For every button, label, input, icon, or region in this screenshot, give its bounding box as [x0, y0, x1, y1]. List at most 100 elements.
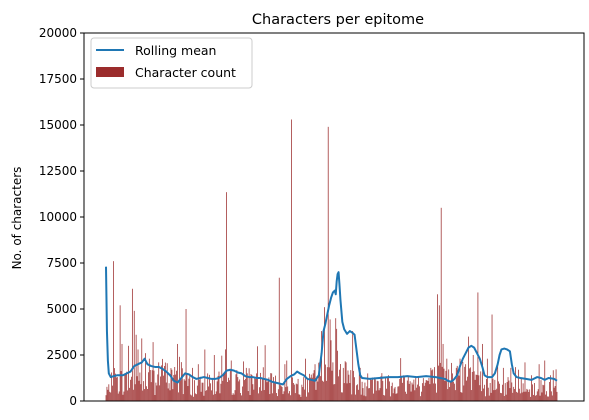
y-tick-label: 0 [69, 394, 77, 408]
bar [140, 384, 142, 401]
bar [393, 388, 395, 401]
bar [144, 389, 145, 401]
y-tick-label: 12500 [39, 164, 77, 178]
bar [453, 381, 454, 401]
y-tick-label: 2500 [46, 348, 77, 362]
bar [127, 390, 129, 401]
bar [474, 379, 476, 401]
bar [255, 378, 257, 401]
bar [488, 395, 490, 401]
y-tick-label: 20000 [39, 26, 77, 40]
bar [209, 374, 210, 401]
bar [332, 362, 334, 401]
bar [261, 378, 263, 401]
bar [368, 388, 370, 401]
bar [422, 378, 424, 401]
bar [335, 318, 337, 401]
bar [334, 384, 336, 401]
bar [222, 380, 224, 401]
bar [201, 382, 203, 401]
bar [462, 361, 464, 401]
bar [436, 392, 437, 401]
bar [478, 375, 480, 401]
bar [398, 386, 400, 401]
bar [429, 384, 431, 401]
bar [382, 380, 384, 401]
bar [555, 369, 557, 401]
bar [469, 368, 470, 401]
bar [369, 388, 371, 401]
bar [130, 379, 131, 401]
bar [134, 384, 136, 401]
bar [384, 395, 386, 401]
bar [336, 328, 338, 401]
bar [445, 370, 447, 401]
bar [267, 380, 269, 401]
bar [396, 393, 398, 401]
bar [246, 373, 248, 401]
bar [207, 373, 209, 401]
bar [306, 396, 307, 401]
bar [196, 385, 198, 401]
bar [426, 380, 428, 401]
bar [173, 374, 175, 401]
bar [545, 394, 547, 401]
bar [153, 370, 155, 401]
bar [498, 381, 500, 401]
bar [117, 393, 119, 401]
bar [237, 377, 239, 401]
bar [214, 393, 216, 401]
bar [190, 394, 192, 401]
bar [162, 358, 163, 401]
bar [510, 367, 512, 401]
bar [146, 386, 147, 401]
bar [548, 396, 549, 401]
bar [192, 367, 193, 401]
bar [318, 362, 320, 401]
bar [463, 385, 465, 401]
line-series [105, 266, 558, 386]
bar [419, 386, 420, 401]
bar [379, 388, 381, 401]
bar [111, 372, 113, 401]
bar [518, 369, 519, 401]
bar [272, 393, 274, 401]
bar [479, 385, 481, 401]
bar [323, 381, 324, 401]
bar [349, 383, 351, 401]
bar [340, 363, 341, 401]
bar [245, 367, 247, 401]
bar [373, 377, 375, 401]
bar [452, 373, 453, 401]
bar [333, 384, 335, 401]
bar [353, 370, 355, 401]
bar [191, 395, 193, 401]
bar [167, 388, 169, 401]
bar [351, 394, 353, 401]
bar [135, 334, 137, 401]
bar [124, 373, 126, 401]
bar [279, 384, 281, 401]
bar [421, 391, 422, 401]
bar [249, 395, 251, 401]
bar [226, 192, 227, 401]
bar [443, 368, 445, 401]
bar [524, 362, 526, 401]
bar [350, 370, 352, 401]
bar [554, 385, 556, 401]
bar [303, 377, 305, 401]
bar [536, 391, 538, 401]
bar [120, 371, 122, 401]
legend-label-character-count: Character count [135, 65, 236, 80]
bar [187, 386, 189, 401]
bar [238, 381, 240, 401]
bar [400, 358, 402, 401]
legend-label-rolling-mean: Rolling mean [135, 43, 216, 58]
bar [339, 369, 340, 401]
bar [105, 395, 107, 401]
bar [535, 395, 537, 401]
bar [116, 377, 118, 401]
bar [175, 374, 177, 401]
bar [126, 371, 128, 401]
bar [299, 394, 301, 401]
